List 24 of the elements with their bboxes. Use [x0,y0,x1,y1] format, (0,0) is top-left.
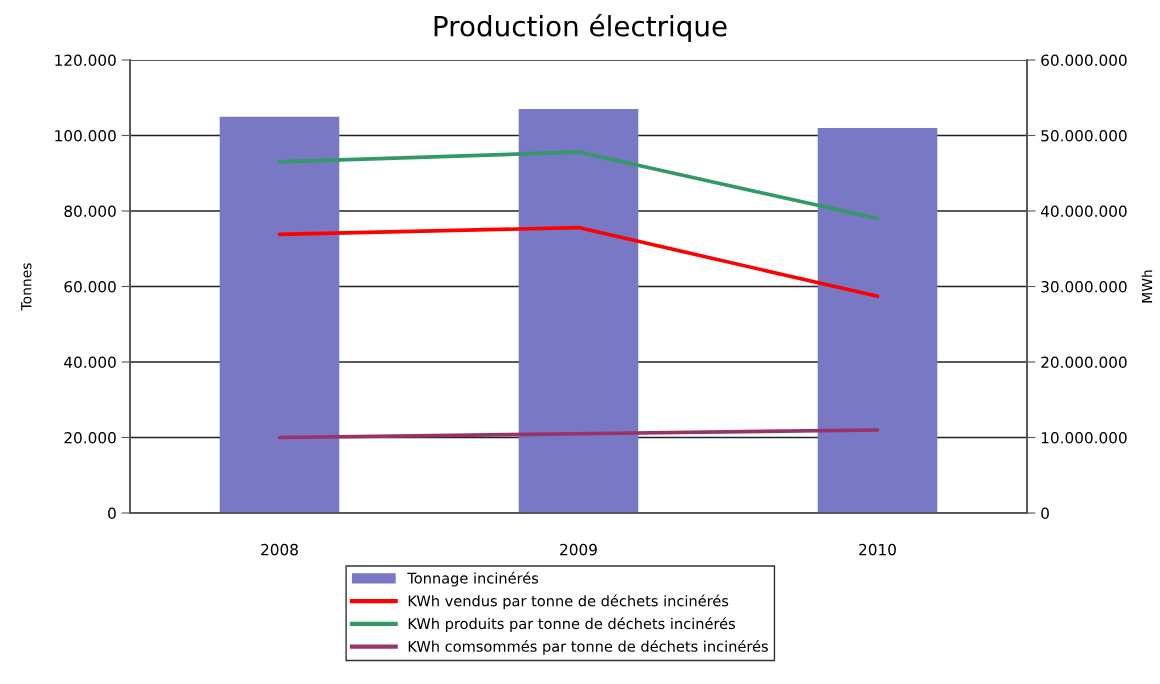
legend-label: KWh comsommés par tonne de déchets incinérés [408,639,768,655]
y-tick-label: 120.000 [55,54,116,67]
x-tick-label: 2010 [859,543,896,556]
y-tick-label: 20.000 [64,431,116,444]
x-tick-label: 2009 [560,543,597,556]
legend-label: KWh vendus par tonne de déchets incinérés [408,594,729,610]
y-tick-label: 60.000 [64,280,116,293]
y2-tick-label: 40.000.000 [1040,205,1127,218]
chart-title: Production électrique [434,14,727,42]
y-tick-label: 80.000 [64,205,116,218]
y2-tick-label: 60.000.000 [1041,54,1127,67]
y2-tick-label: 30.000.000 [1041,280,1127,293]
legend-label: Tonnage incinérés [407,571,539,587]
y2-tick-label: 10.000.000 [1041,431,1127,444]
y2-tick-label: 50.000.000 [1041,129,1127,142]
y2-tick-label: 20.000.000 [1041,356,1127,369]
y2-tick-label: 0 [1041,507,1049,520]
legend-label: KWh produits par tonne de déchets incinérés [408,617,735,632]
y-tick-label: 40.000 [64,356,116,369]
y-tick-label: 100.000 [55,129,116,142]
y-axis-title: Tonnes [21,263,32,311]
y2-axis-title: MWh [1141,270,1153,303]
y-tick-label: 0 [108,507,116,520]
x-tick-label: 2008 [261,543,298,556]
